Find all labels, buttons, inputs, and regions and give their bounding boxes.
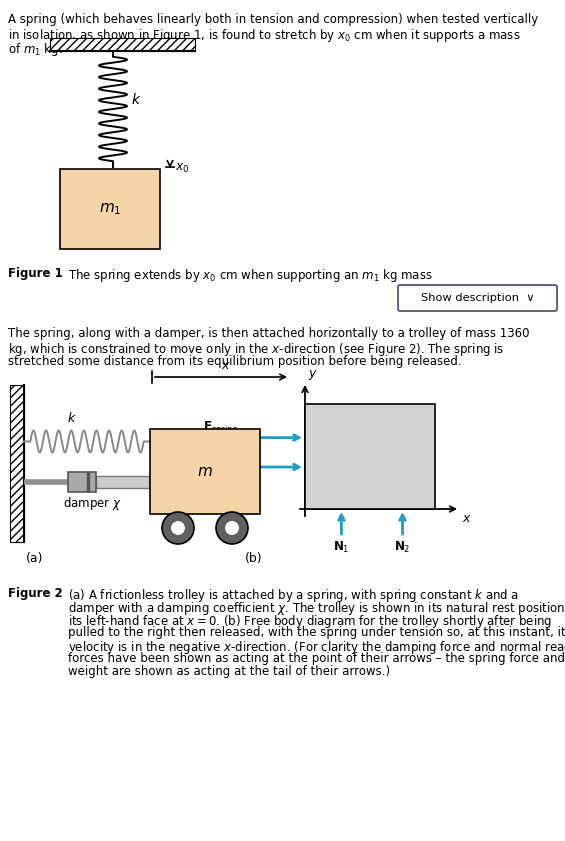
Text: damper with a damping coefficient $\chi$. The trolley is shown in its natural re: damper with a damping coefficient $\chi$… xyxy=(68,600,565,617)
Text: $\mathbf{F}_{\mathrm{damper}}$: $\mathbf{F}_{\mathrm{damper}}$ xyxy=(196,448,238,465)
Text: of $m_1$ kg.: of $m_1$ kg. xyxy=(8,41,63,58)
Text: stretched some distance from its equilibrium position before being released.: stretched some distance from its equilib… xyxy=(8,355,462,368)
Text: $\mathbf{N}_2$: $\mathbf{N}_2$ xyxy=(394,540,411,555)
Bar xyxy=(68,472,96,491)
Text: damper $\chi$: damper $\chi$ xyxy=(63,495,122,512)
Text: The spring, along with a damper, is then attached horizontally to a trolley of m: The spring, along with a damper, is then… xyxy=(8,327,529,340)
Text: The spring extends by $x_0$ cm when supporting an $m_1$ kg mass: The spring extends by $x_0$ cm when supp… xyxy=(68,267,433,284)
Text: forces have been shown as acting at the point of their arrows – the spring force: forces have been shown as acting at the … xyxy=(68,652,565,665)
Text: (b): (b) xyxy=(245,552,263,565)
Bar xyxy=(305,404,435,509)
Text: its left-hand face at $x = 0$. (b) Free body diagram for the trolley shortly aft: its left-hand face at $x = 0$. (b) Free … xyxy=(68,613,553,630)
Text: A spring (which behaves linearly both in tension and compression) when tested ve: A spring (which behaves linearly both in… xyxy=(8,13,538,26)
Text: (a) A frictionless trolley is attached by a spring, with spring constant $k$ and: (a) A frictionless trolley is attached b… xyxy=(68,587,519,604)
FancyBboxPatch shape xyxy=(398,285,557,311)
Text: $m$: $m$ xyxy=(197,464,213,479)
Text: $\mathbf{F}_{\mathrm{spring}}$: $\mathbf{F}_{\mathrm{spring}}$ xyxy=(203,419,238,436)
Text: $m_1$: $m_1$ xyxy=(99,201,121,217)
Text: $x$: $x$ xyxy=(221,359,231,372)
Text: $mg$: $mg$ xyxy=(388,442,410,457)
Circle shape xyxy=(216,512,248,544)
Text: Figure 2: Figure 2 xyxy=(8,587,63,600)
Bar xyxy=(50,38,195,51)
Bar xyxy=(10,385,24,542)
Text: $k$: $k$ xyxy=(131,92,141,107)
Text: $k$: $k$ xyxy=(67,410,77,425)
Text: $y$: $y$ xyxy=(308,368,318,382)
Circle shape xyxy=(224,520,240,536)
Circle shape xyxy=(170,520,186,536)
Text: $x$: $x$ xyxy=(462,512,472,525)
Bar xyxy=(150,429,260,514)
Text: $x_0$: $x_0$ xyxy=(175,161,190,175)
Circle shape xyxy=(162,512,194,544)
Text: Show description  ∨: Show description ∨ xyxy=(421,293,534,303)
Text: in isolation, as shown in Figure 1, is found to stretch by $x_0$ cm when it supp: in isolation, as shown in Figure 1, is f… xyxy=(8,27,520,44)
Text: Figure 1: Figure 1 xyxy=(8,267,63,280)
Text: velocity is in the negative $x$-direction. (For clarity the damping force and no: velocity is in the negative $x$-directio… xyxy=(68,639,565,656)
Text: weight are shown as acting at the tail of their arrows.): weight are shown as acting at the tail o… xyxy=(68,665,390,678)
Bar xyxy=(60,169,160,249)
Text: pulled to the right then released, with the spring under tension so, at this ins: pulled to the right then released, with … xyxy=(68,626,565,639)
Text: kg, which is constrained to move only in the $x$-direction (see Figure 2). The s: kg, which is constrained to move only in… xyxy=(8,341,505,358)
Text: $\mathbf{N}_1$: $\mathbf{N}_1$ xyxy=(333,540,350,555)
Text: (a): (a) xyxy=(26,552,44,565)
Bar xyxy=(96,475,150,488)
